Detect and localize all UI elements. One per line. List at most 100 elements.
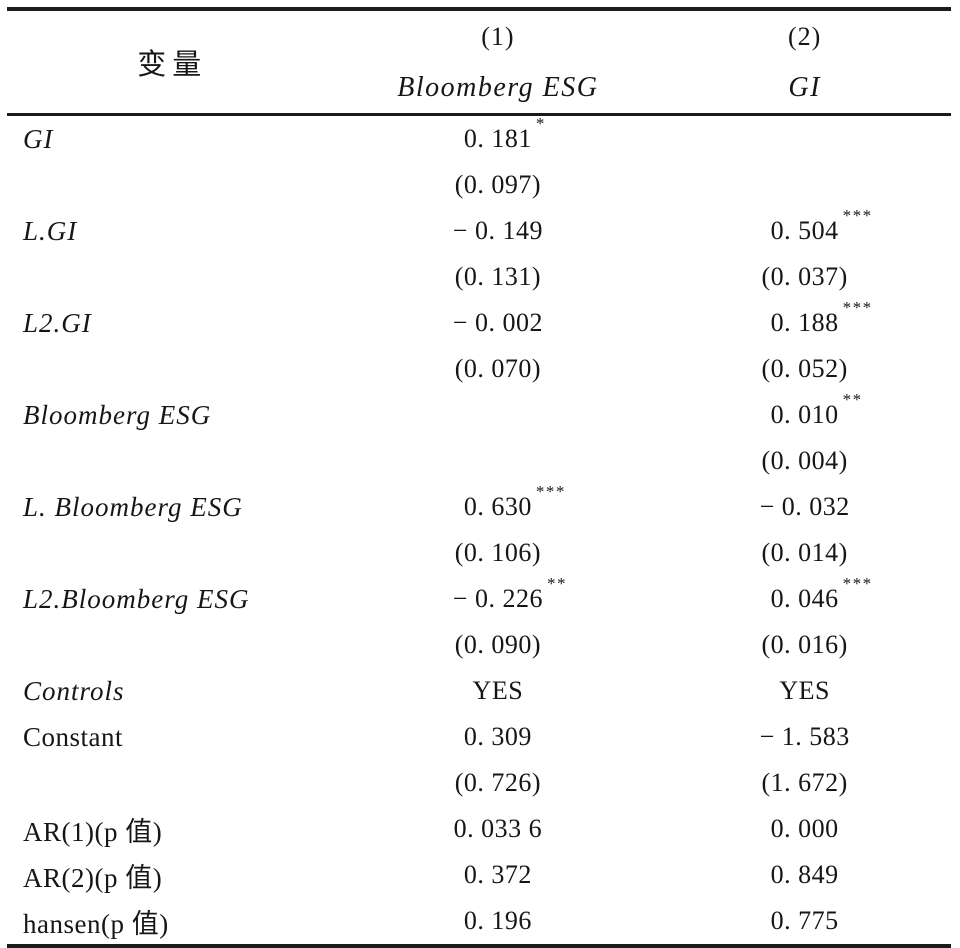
col1-dependent-variable: Bloomberg ESG xyxy=(337,62,659,116)
col1-value-cell: YES xyxy=(337,668,658,714)
variable-label: L. Bloomberg ESG xyxy=(23,491,243,522)
col1-value: − 0. 002 xyxy=(452,308,543,337)
table-row: AR(2)(p 值) 0. 372 0. 849 xyxy=(7,852,951,898)
col2-model-number: (2) xyxy=(788,21,822,51)
col2-dependent-variable: GI xyxy=(658,62,951,116)
variable-label: L.GI xyxy=(23,215,78,246)
col2-value: − 1. 583 xyxy=(759,722,850,751)
table-row: GI 0. 181 * xyxy=(7,114,951,163)
col1-value-cell: 0. 181 * xyxy=(337,114,658,163)
variable-column-header: 变量 xyxy=(7,11,338,116)
col1-value-cell: 0. 196 xyxy=(337,898,658,944)
variable-label: Constant xyxy=(23,721,124,752)
col1-value: 0. 630 xyxy=(463,492,532,521)
variable-label xyxy=(7,162,337,208)
col2-value: (0. 014) xyxy=(761,538,848,567)
table-row: L.GI − 0. 149 0. 504 *** xyxy=(7,206,951,254)
col1-value: (0. 131) xyxy=(454,262,542,291)
table-row: Constant 0. 309 − 1. 583 xyxy=(7,714,951,760)
col1-value-cell: 0. 309 xyxy=(337,714,658,760)
table-row: (0. 004) xyxy=(7,438,951,484)
variable-label xyxy=(7,530,337,576)
table-row: Controls YES YES xyxy=(7,668,951,714)
col1-value-cell xyxy=(337,392,658,438)
col2-value-cell: (0. 014) xyxy=(658,530,951,576)
col2-value: (0. 004) xyxy=(761,446,848,475)
col1-value: 0. 033 6 xyxy=(453,814,543,843)
col1-value: (0. 726) xyxy=(454,768,542,797)
col1-value-cell: (0. 097) xyxy=(337,162,658,208)
col2-value-cell: (0. 004) xyxy=(658,438,951,484)
col2-value-cell: (0. 052) xyxy=(658,346,951,392)
variable-label xyxy=(7,346,337,392)
col2-value-cell: 0. 000 xyxy=(658,806,951,852)
variable-label: L2.GI xyxy=(23,307,92,338)
table-row: hansen(p 值) 0. 196 0. 775 xyxy=(7,898,951,944)
variable-label: Controls xyxy=(23,675,125,706)
col1-value-cell: − 0. 226 ** xyxy=(337,574,658,622)
variable-label xyxy=(7,254,337,300)
col1-value: 0. 372 xyxy=(463,860,532,889)
col2-value-cell: 0. 775 xyxy=(658,898,951,944)
col2-value: (0. 016) xyxy=(761,630,848,659)
col1-value-cell: − 0. 002 xyxy=(337,300,658,346)
table-row: L. Bloomberg ESG 0. 630 *** − 0. 032 xyxy=(7,482,951,530)
table-row: (0. 106) (0. 014) xyxy=(7,530,951,576)
col2-value: 0. 046 xyxy=(770,584,839,613)
col2-significance-stars: ** xyxy=(842,390,863,409)
col1-value: 0. 196 xyxy=(463,906,532,935)
col1-value: 0. 309 xyxy=(463,722,532,751)
col2-value: 0. 504 xyxy=(770,216,839,245)
col2-value-cell: − 0. 032 xyxy=(658,484,951,530)
variable-label: AR(1)(p 值) xyxy=(23,816,163,847)
col2-significance-stars: *** xyxy=(842,574,873,593)
col1-value-cell: 0. 372 xyxy=(337,852,658,898)
col2-value: 0. 775 xyxy=(770,906,839,935)
col1-value: (0. 070) xyxy=(454,354,542,383)
col1-model-number: (1) xyxy=(481,21,515,51)
col2-significance-stars: *** xyxy=(842,298,873,317)
col1-value-cell: (0. 106) xyxy=(337,530,658,576)
table-row: L2.GI − 0. 002 0. 188 *** xyxy=(7,298,951,346)
col1-value-cell: (0. 070) xyxy=(337,346,658,392)
table-row: Bloomberg ESG 0. 010 ** xyxy=(7,390,951,438)
header-row-dependent-variables: Bloomberg ESG GI xyxy=(7,62,951,116)
variable-label xyxy=(7,760,337,806)
variable-label xyxy=(7,622,337,668)
col1-value: − 0. 226 xyxy=(452,584,543,613)
col1-value-cell: 0. 033 6 xyxy=(337,806,658,852)
col2-value: (1. 672) xyxy=(761,768,848,797)
col1-value-cell: (0. 131) xyxy=(337,254,658,300)
header-row-model-numbers: 变量 (1) (2) xyxy=(7,11,951,116)
col1-value-cell: 0. 630 *** xyxy=(337,482,658,530)
table-row: (0. 131) (0. 037) xyxy=(7,254,951,300)
variable-label xyxy=(7,438,337,484)
col2-significance-stars: *** xyxy=(842,206,873,225)
regression-table: 变量 (1) (2) Bloomberg ESG GI GI 0. 181 * (… xyxy=(7,7,951,948)
col2-value-cell: 0. 504 *** xyxy=(658,206,951,254)
col1-value: YES xyxy=(472,676,524,705)
col2-value-cell: (0. 016) xyxy=(658,622,951,668)
col2-value-cell: − 1. 583 xyxy=(658,714,951,760)
col1-significance-stars: ** xyxy=(546,574,567,593)
table-body: GI 0. 181 * (0. 097) L.GI − 0. 149 0. 504… xyxy=(7,114,951,945)
table-row: (0. 097) xyxy=(7,162,951,208)
col2-value-cell: YES xyxy=(658,668,951,714)
col2-value: 0. 000 xyxy=(770,814,839,843)
variable-label: Bloomberg ESG xyxy=(23,399,212,430)
col2-value-cell xyxy=(658,115,951,163)
col2-value-cell: 0. 849 xyxy=(658,852,951,898)
col1-value: 0. 181 xyxy=(463,124,532,153)
col2-value-cell: 0. 046 *** xyxy=(658,574,951,622)
table-row: (0. 726) (1. 672) xyxy=(7,760,951,806)
table-header: 变量 (1) (2) Bloomberg ESG GI xyxy=(7,11,951,116)
table-row: (0. 070) (0. 052) xyxy=(7,346,951,392)
variable-label: hansen(p 值) xyxy=(23,908,169,939)
col2-value: 0. 849 xyxy=(770,860,839,889)
variable-label: GI xyxy=(23,123,54,154)
col1-value: (0. 090) xyxy=(454,630,542,659)
col2-value-cell xyxy=(658,162,951,208)
col2-value: YES xyxy=(779,676,830,705)
table-row: L2.Bloomberg ESG − 0. 226 ** 0. 046 *** xyxy=(7,574,951,622)
col1-value: − 0. 149 xyxy=(452,216,543,245)
